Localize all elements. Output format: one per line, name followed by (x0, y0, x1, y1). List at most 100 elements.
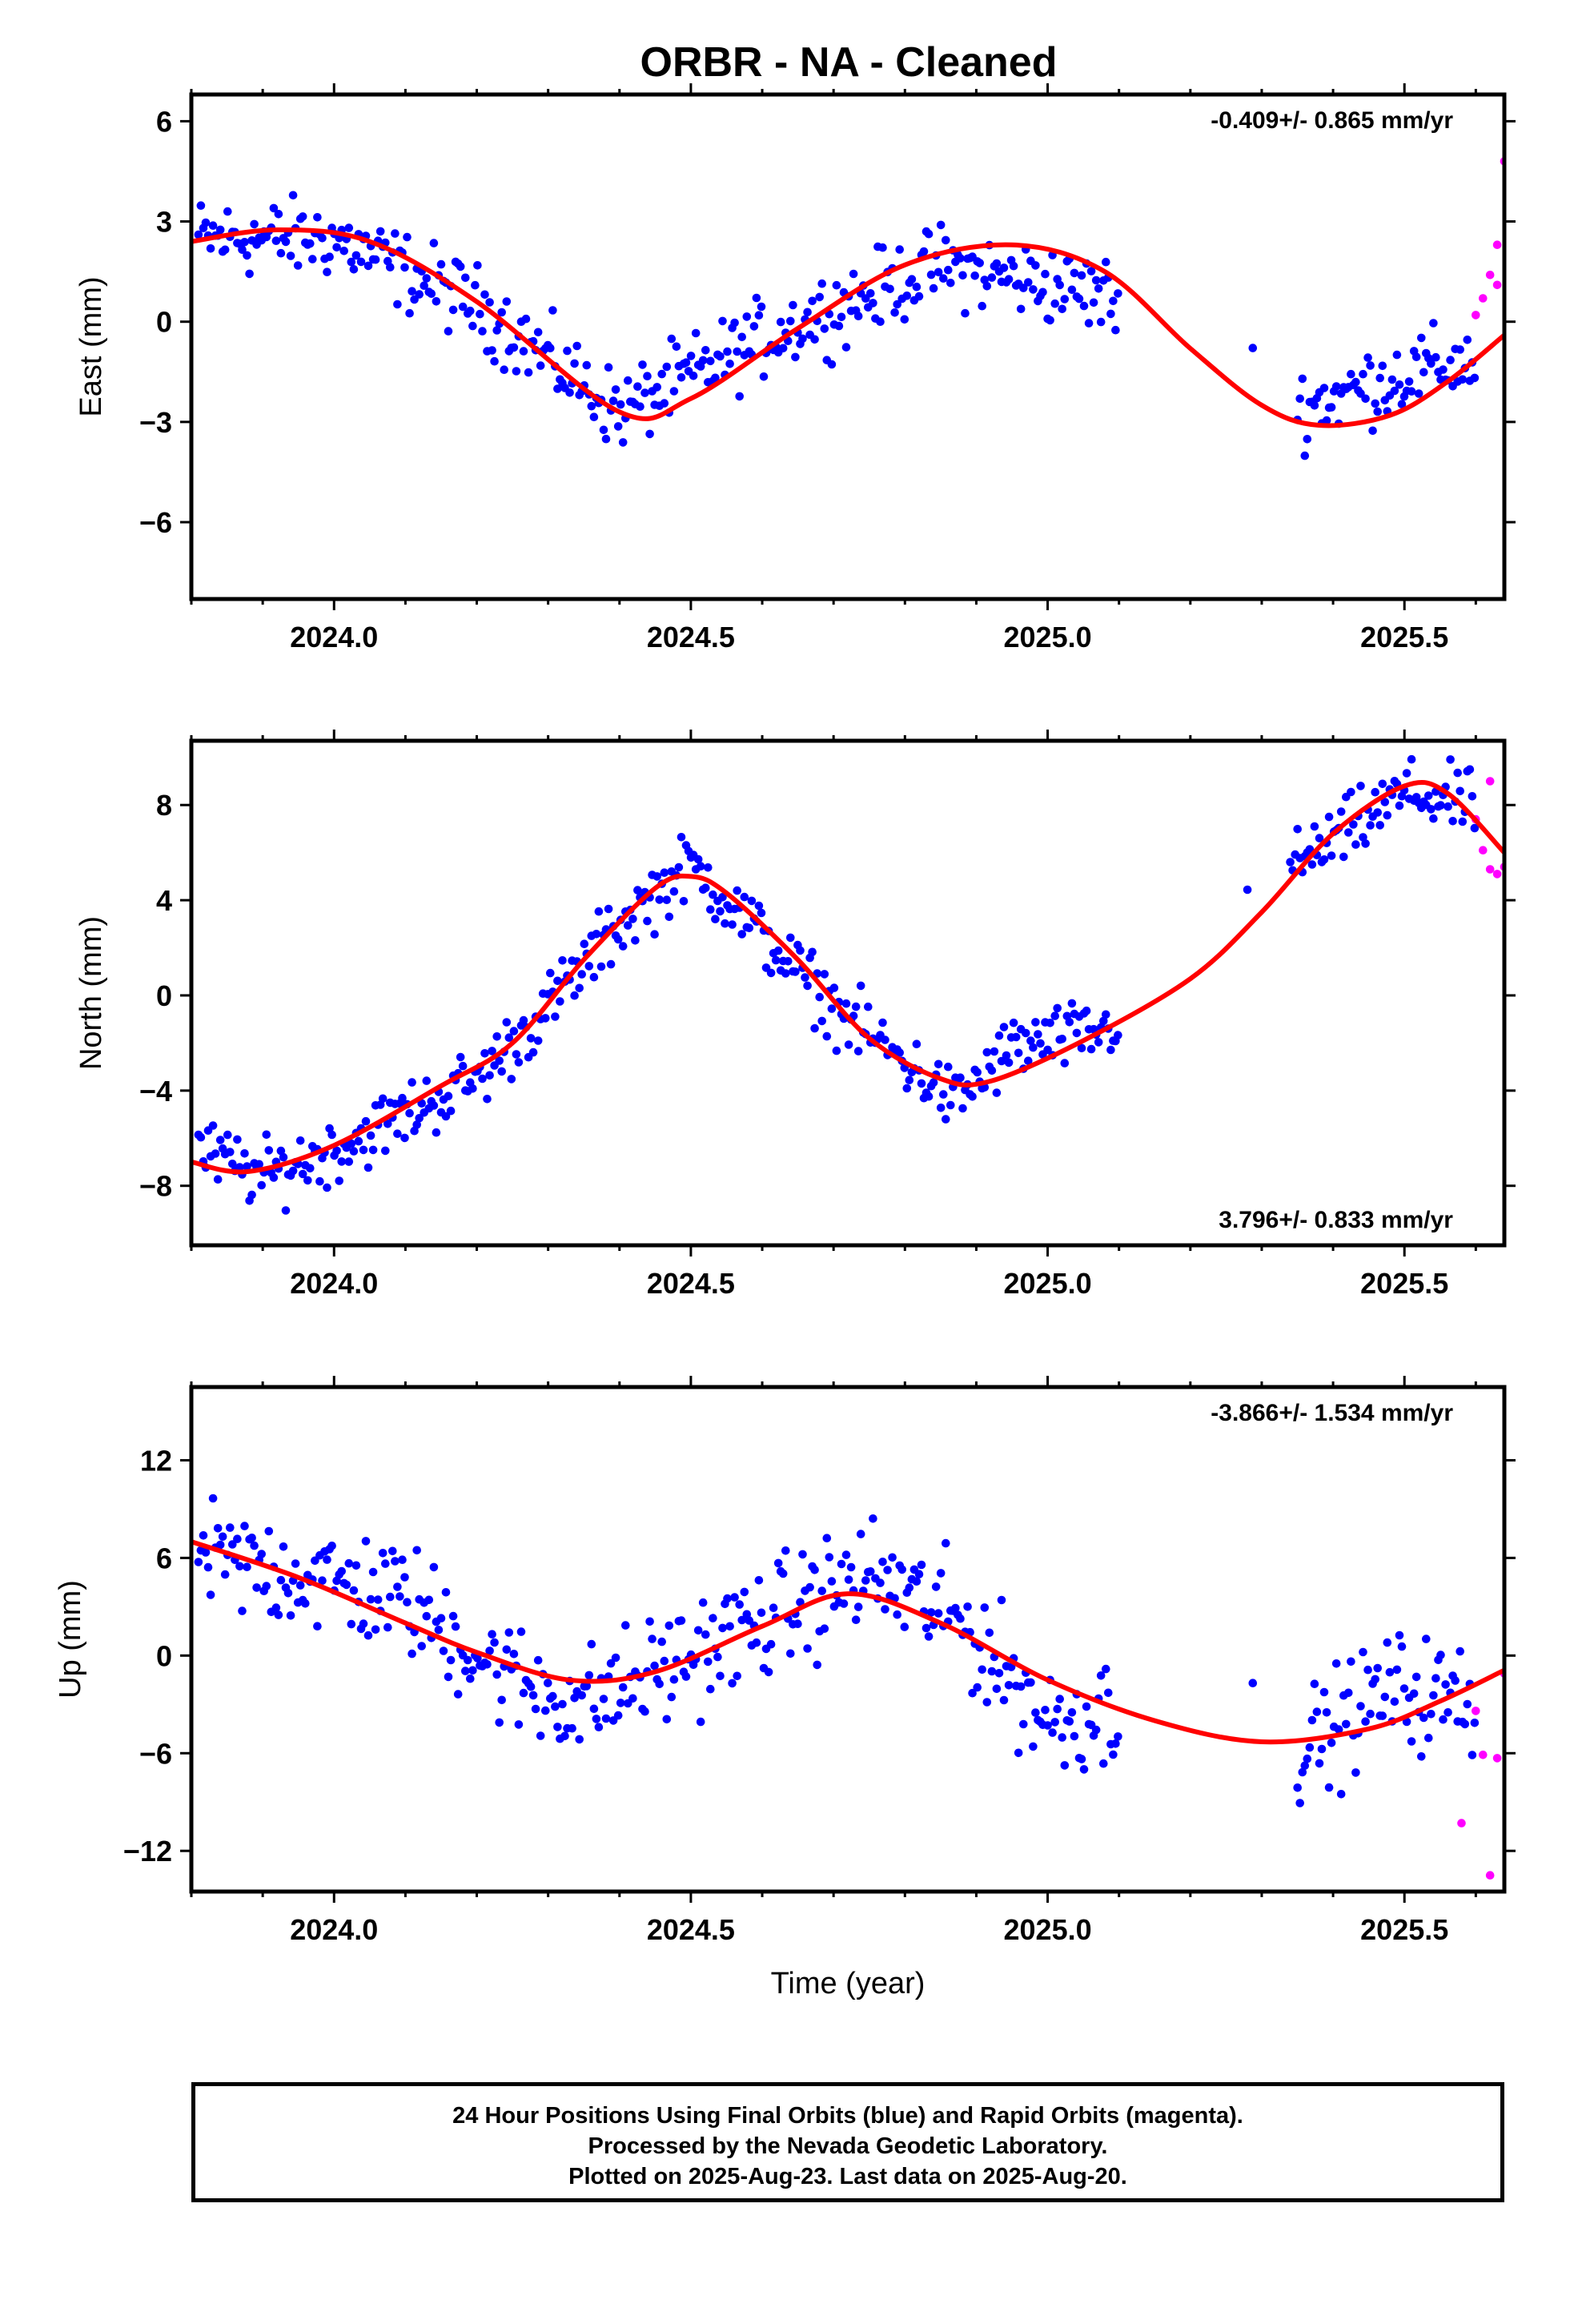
final-orbit-point (650, 1661, 659, 1671)
final-orbit-point (803, 308, 812, 317)
final-orbit-point (408, 1078, 416, 1087)
final-orbit-point (636, 402, 644, 411)
final-orbit-point (718, 316, 727, 326)
final-orbit-point (238, 245, 247, 255)
final-orbit-point (1293, 1783, 1302, 1792)
final-orbit-point (448, 1611, 458, 1621)
final-orbit-point (749, 322, 759, 331)
final-orbit-point (733, 886, 741, 895)
final-orbit-point (851, 1615, 861, 1624)
final-orbit-point (308, 255, 317, 263)
final-orbit-point (645, 1617, 654, 1626)
final-orbit-point (592, 1715, 601, 1723)
final-orbit-point (264, 1146, 274, 1155)
footer-line-3: Plotted on 2025-Aug-23. Last data on 202… (568, 2164, 1127, 2189)
final-orbit-point (1102, 257, 1110, 267)
final-orbit-point (448, 305, 458, 315)
final-orbit-point (1106, 309, 1115, 319)
final-orbit-point (344, 1157, 354, 1166)
final-orbit-point (1031, 1708, 1040, 1717)
final-orbit-point (832, 280, 841, 290)
final-orbit-point (570, 359, 579, 368)
final-orbit-point (844, 1575, 853, 1584)
final-orbit-point (1417, 333, 1426, 343)
final-orbit-point (817, 1016, 826, 1026)
final-orbit-point (553, 384, 562, 393)
final-orbit-point (709, 1614, 717, 1622)
final-orbit-point (582, 360, 592, 370)
final-orbit-point (325, 252, 334, 262)
final-orbit-point (1305, 845, 1315, 854)
final-orbit-point (784, 957, 793, 966)
x-tick-label: 2025.0 (1004, 1267, 1092, 1300)
final-orbit-point (1077, 1043, 1086, 1053)
rapid-orbit-point (1492, 870, 1502, 879)
final-orbit-point (1392, 350, 1402, 360)
final-orbit-point (1463, 336, 1472, 344)
final-orbit-point (1419, 368, 1428, 377)
final-orbit-point (999, 1023, 1009, 1031)
final-orbit-point (536, 1731, 545, 1740)
final-orbit-point (1029, 1742, 1038, 1751)
final-orbit-point (220, 245, 230, 255)
final-orbit-point (1356, 782, 1365, 790)
final-orbit-point (371, 1625, 380, 1634)
final-orbit-point (565, 388, 574, 397)
final-orbit-point (757, 1608, 766, 1618)
final-orbit-point (417, 1642, 426, 1651)
final-orbit-point (613, 1711, 623, 1720)
final-orbit-point (1431, 1674, 1440, 1683)
final-orbit-point (281, 1206, 291, 1215)
final-orbit-point (1315, 834, 1324, 842)
final-orbit-point (1048, 1728, 1057, 1737)
final-orbit-point (936, 220, 946, 230)
final-orbit-point (1067, 285, 1077, 295)
final-orbit-point (752, 293, 761, 303)
final-orbit-point (1077, 1755, 1086, 1763)
final-orbit-point (936, 1104, 946, 1112)
final-orbit-point (558, 1699, 567, 1709)
final-orbit-point (665, 1621, 674, 1630)
final-orbit-point (693, 854, 703, 864)
final-orbit-point (752, 1638, 761, 1647)
final-orbit-point (288, 1166, 298, 1176)
final-orbit-point (490, 1638, 499, 1647)
final-orbit-point (994, 1669, 1004, 1678)
final-orbit-point (711, 915, 720, 923)
final-orbit-point (471, 280, 480, 290)
final-orbit-point (458, 302, 468, 312)
final-orbit-point (264, 1526, 274, 1536)
final-orbit-point (528, 1047, 538, 1057)
plot-frame (189, 92, 1507, 601)
final-orbit-point (796, 946, 805, 955)
final-orbit-point (956, 254, 965, 263)
final-orbit-point (733, 1671, 741, 1681)
final-orbit-point (1086, 1044, 1096, 1054)
final-orbit-point (975, 259, 984, 267)
final-orbit-point (541, 1014, 550, 1023)
x-tick-label: 2024.5 (647, 1913, 735, 1946)
final-orbit-point (723, 1594, 732, 1603)
final-orbit-point (1094, 1038, 1103, 1047)
final-orbit-point (1114, 289, 1122, 298)
final-orbit-point (1446, 755, 1455, 764)
final-orbit-point (820, 1624, 829, 1633)
final-orbit-point (1460, 1719, 1470, 1729)
final-orbit-point (728, 920, 737, 929)
final-orbit-point (368, 1567, 378, 1577)
final-orbit-point (747, 896, 757, 906)
final-orbit-point (381, 1146, 390, 1156)
final-orbit-point (393, 1129, 402, 1138)
final-orbit-point (822, 1534, 832, 1542)
final-orbit-point (817, 1586, 826, 1595)
final-orbit-point (563, 346, 572, 356)
final-orbit-point (1380, 798, 1390, 806)
final-orbit-point (327, 1130, 336, 1140)
final-orbit-point (662, 1715, 672, 1724)
final-orbit-point (1111, 1739, 1120, 1748)
final-orbit-point (220, 1570, 230, 1579)
final-orbit-point (349, 265, 359, 274)
final-orbit-point (1102, 1664, 1110, 1674)
final-orbit-point (696, 1717, 705, 1727)
final-orbit-point (531, 1704, 540, 1714)
